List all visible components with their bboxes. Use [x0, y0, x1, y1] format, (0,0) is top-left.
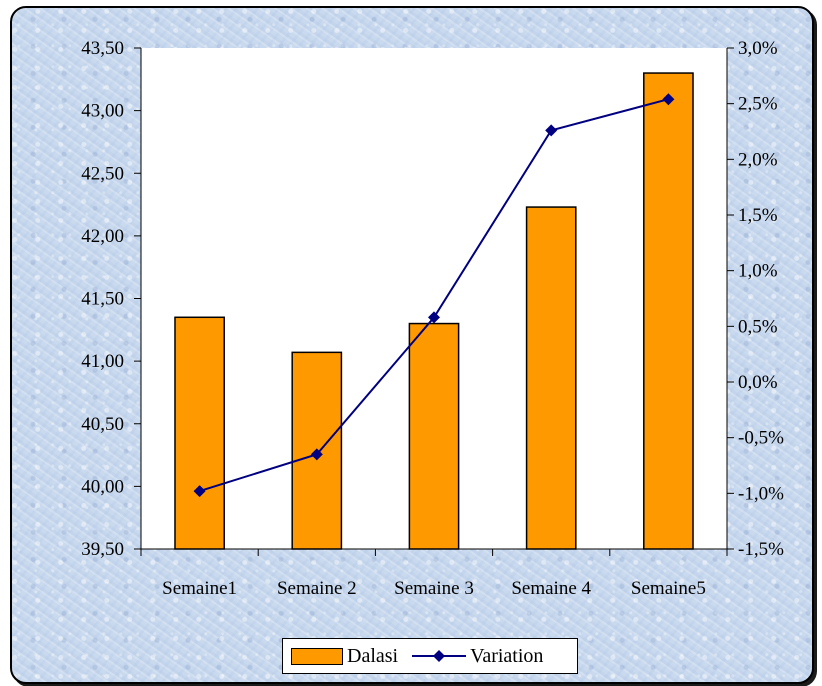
variation-marker: [310, 448, 323, 461]
legend: Dalasi Variation: [282, 638, 578, 674]
right-tick-label: 0,0%: [738, 372, 778, 393]
bar: [525, 206, 577, 550]
legend-bar-swatch: [291, 647, 343, 665]
x-tick-label: Semaine 4: [511, 578, 591, 599]
left-tick-label: 41,00: [81, 351, 124, 372]
variation-marker: [662, 93, 675, 106]
left-tick-label: 43,50: [81, 38, 124, 59]
bar: [174, 316, 225, 550]
right-tick-label: 2,0%: [738, 149, 778, 170]
right-tick-label: -0,5%: [738, 428, 784, 449]
right-tick-label: -1,5%: [738, 539, 784, 560]
left-tick-label: 41,50: [81, 289, 124, 310]
legend-line-swatch: [412, 650, 467, 662]
variation-marker: [193, 485, 206, 498]
legend-line-label: Variation: [470, 644, 544, 667]
left-tick-label: 40,50: [81, 414, 124, 435]
bar: [643, 72, 694, 550]
left-tick-label: 43,00: [81, 101, 124, 122]
x-tick-label: Semaine5: [631, 578, 706, 599]
right-tick-label: 0,5%: [738, 316, 778, 337]
right-tick-label: 1,0%: [738, 261, 778, 282]
x-tick-label: Semaine 2: [277, 578, 357, 599]
right-tick-label: 1,5%: [738, 205, 778, 226]
right-tick-label: 3,0%: [738, 38, 778, 59]
right-tick-label: 2,5%: [738, 94, 778, 115]
right-tick-label: -1,0%: [738, 483, 784, 504]
legend-bar-label: Dalasi: [347, 644, 399, 667]
left-tick-label: 39,50: [81, 539, 124, 560]
x-tick-label: Semaine 3: [394, 578, 474, 599]
left-tick-label: 40,00: [81, 476, 124, 497]
variation-marker: [545, 124, 558, 137]
x-tick-label: Semaine1: [162, 578, 237, 599]
left-tick-label: 42,00: [81, 226, 124, 247]
variation-marker: [428, 311, 440, 324]
bar: [408, 322, 460, 550]
left-tick-label: 42,50: [81, 163, 124, 184]
